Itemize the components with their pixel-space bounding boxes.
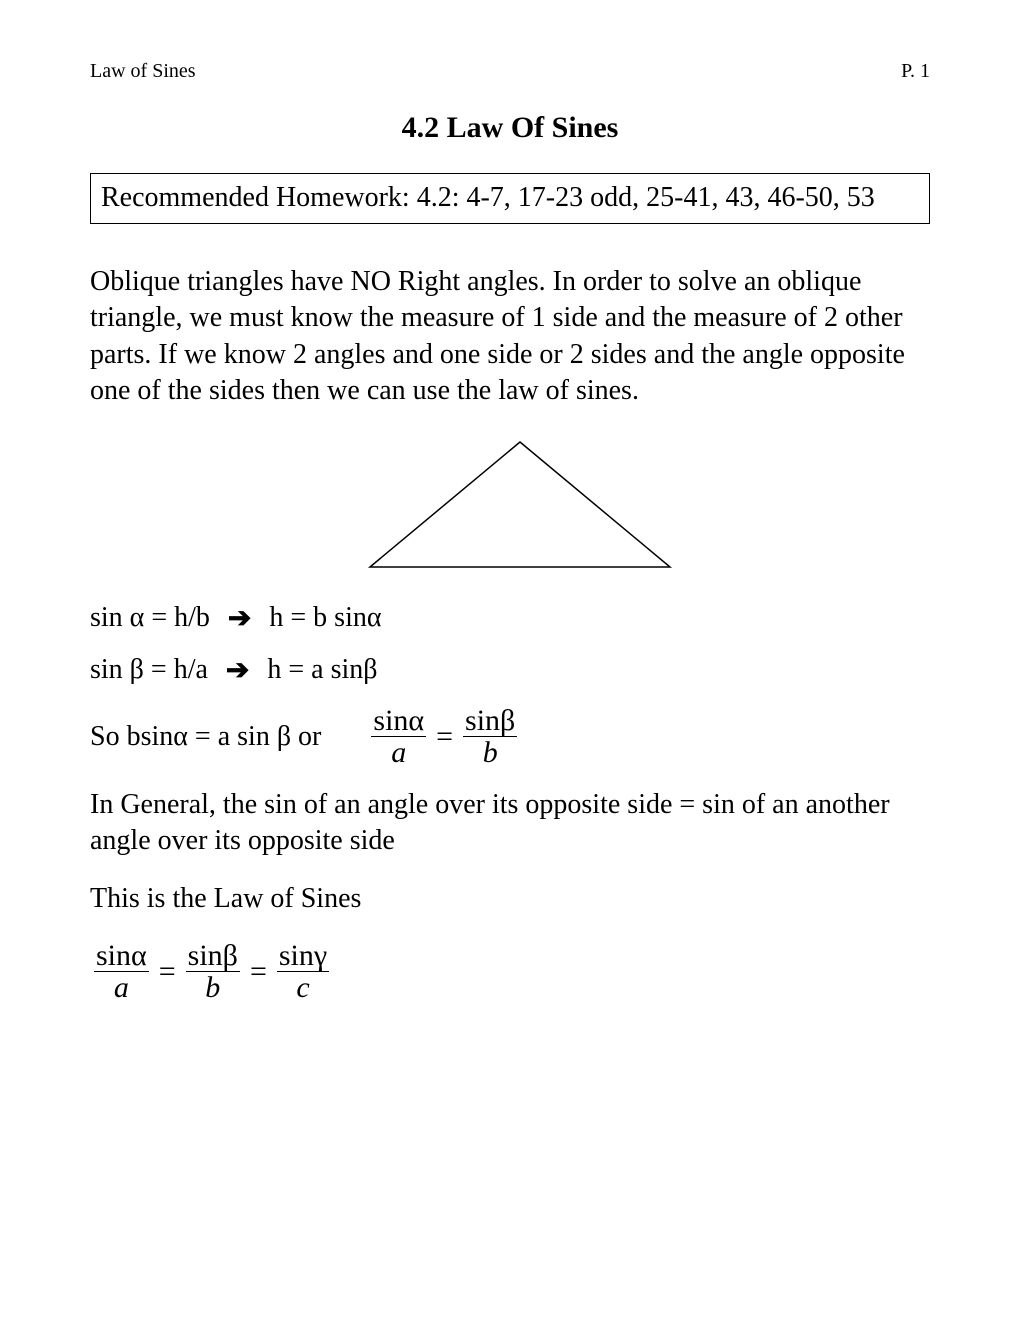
triangle-svg [330, 432, 690, 572]
triangle-figure [90, 432, 930, 577]
frac-den: c [294, 972, 311, 1004]
page-header: Law of Sines P. 1 [90, 60, 930, 83]
homework-box: Recommended Homework: 4.2: 4-7, 17-23 od… [90, 173, 930, 224]
eq2-lhs: sin β = h/a [90, 654, 208, 686]
law-label: This is the Law of Sines [90, 881, 930, 917]
eq1-rhs: h = b sinα [269, 602, 381, 634]
homework-text: 4.2: 4-7, 17-23 odd, 25-41, 43, 46-50, 5… [417, 182, 875, 213]
triangle-shape [370, 442, 670, 567]
frac-den: b [481, 737, 500, 769]
eq2-rhs: h = a sinβ [267, 654, 377, 686]
eq3-fractions: sinα a = sinβ b [367, 705, 521, 769]
frac-num: sinγ [279, 939, 327, 972]
eq3-prefix: So bsinα = a sin β or [90, 721, 321, 753]
law-fractions: sinα a = sinβ b = sinγ c [90, 940, 333, 1004]
header-right: P. 1 [901, 60, 930, 83]
fraction-sina-a: sinα a [94, 940, 149, 1004]
frac-den: b [203, 972, 222, 1004]
frac-den: a [389, 737, 408, 769]
homework-label: Recommended Homework: [101, 182, 417, 213]
equation-2: sin β = h/a ➔ h = a sinβ [90, 653, 930, 687]
frac-num: sinβ [465, 704, 515, 737]
header-left: Law of Sines [90, 60, 196, 83]
page-title: 4.2 Law Of Sines [90, 111, 930, 145]
equals-sign: = [436, 720, 453, 754]
equation-3: So bsinα = a sin β or sinα a = sinβ b [90, 705, 930, 769]
document-page: Law of Sines P. 1 4.2 Law Of Sines Recom… [0, 0, 1020, 1082]
intro-paragraph: Oblique triangles have NO Right angles. … [90, 264, 930, 410]
frac-num: sinβ [188, 939, 238, 972]
arrow-icon: ➔ [226, 653, 249, 687]
equals-sign: = [250, 955, 267, 989]
equation-1: sin α = h/b ➔ h = b sinα [90, 601, 930, 635]
general-statement: In General, the sin of an angle over its… [90, 787, 930, 860]
fraction-sinb-b: sinβ b [463, 705, 517, 769]
fraction-sinb-b: sinβ b [186, 940, 240, 1004]
fraction-sina-a: sinα a [371, 705, 426, 769]
fraction-sing-c: sinγ c [277, 940, 329, 1004]
frac-num: sinα [96, 939, 147, 972]
law-of-sines-equation: sinα a = sinβ b = sinγ c [90, 940, 930, 1004]
frac-den: a [112, 972, 131, 1004]
frac-num: sinα [373, 704, 424, 737]
eq1-lhs: sin α = h/b [90, 602, 210, 634]
arrow-icon: ➔ [228, 601, 251, 635]
equals-sign: = [159, 955, 176, 989]
